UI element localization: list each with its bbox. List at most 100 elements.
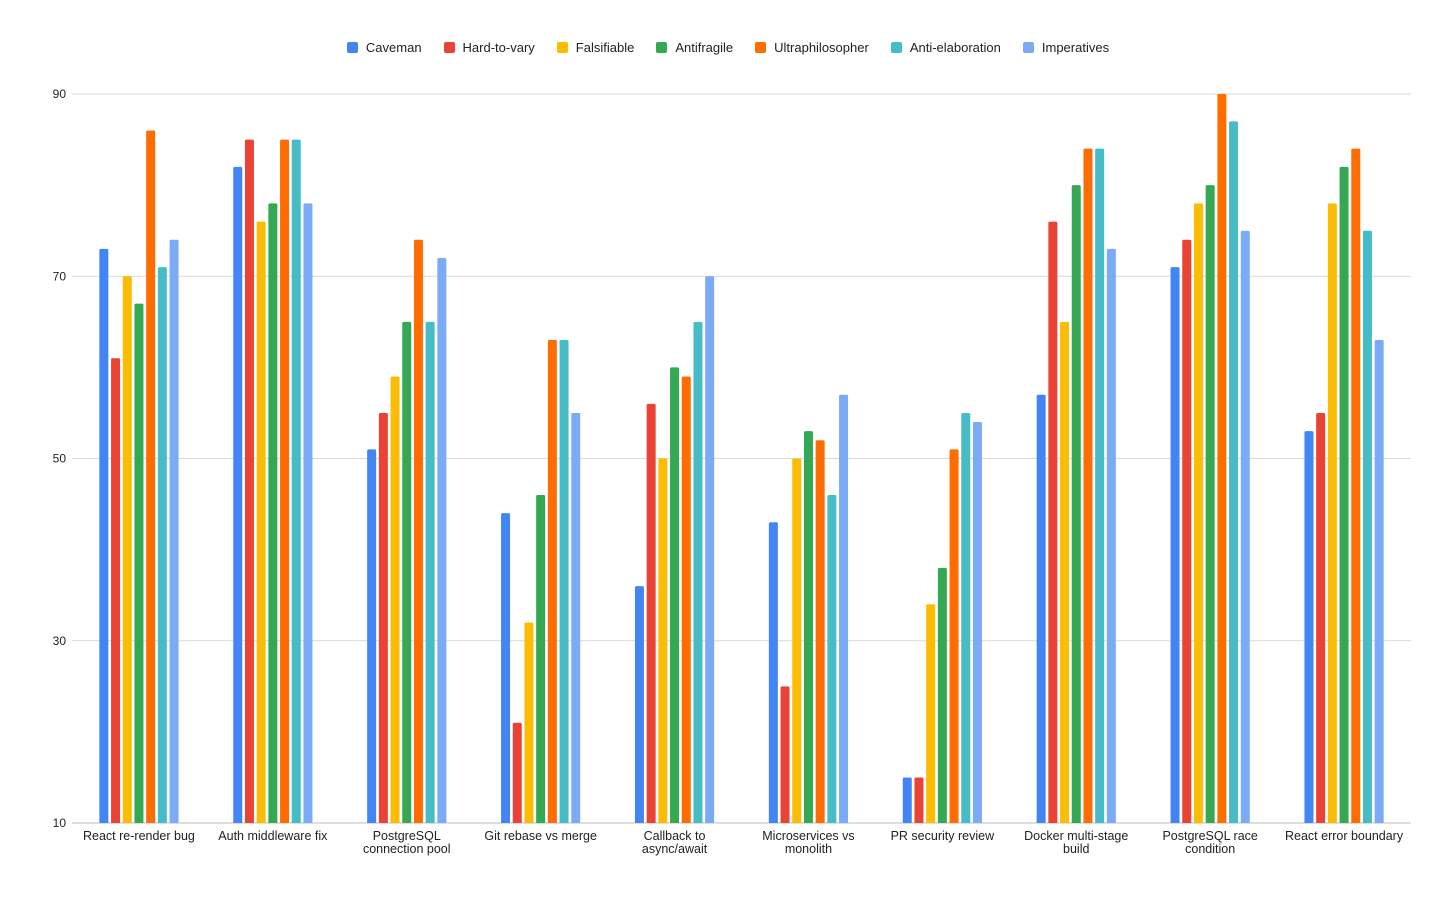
- bar: [1083, 148, 1093, 824]
- bar: [1229, 121, 1239, 823]
- legend-swatch: [755, 42, 767, 53]
- bar: [1327, 203, 1337, 824]
- x-tick-label-line: connection pool: [363, 842, 451, 856]
- bar: [949, 449, 959, 823]
- bar: [111, 358, 121, 823]
- bar: [1304, 431, 1314, 823]
- bar: [815, 440, 825, 823]
- bar: [1362, 230, 1372, 823]
- bar: [926, 604, 936, 823]
- bar: [559, 340, 569, 823]
- bar: [244, 139, 254, 823]
- legend-item: Antifragile: [656, 40, 733, 55]
- legend-label: Caveman: [365, 40, 422, 55]
- bar: [512, 722, 522, 823]
- bar: [902, 777, 912, 823]
- x-tick-label-line: PostgreSQL race: [1162, 829, 1257, 843]
- legend-item: Caveman: [346, 40, 422, 55]
- legend-label: Falsifiable: [575, 40, 635, 55]
- legend-label: Imperatives: [1041, 40, 1110, 55]
- bar: [280, 139, 290, 823]
- y-tick-label: 50: [53, 452, 67, 466]
- bar: [437, 258, 447, 823]
- bar: [937, 567, 947, 823]
- x-tick-label: Docker multi-stage build: [1024, 829, 1128, 856]
- x-tick-label-line: PostgreSQL: [373, 829, 441, 843]
- legend-swatch: [556, 42, 568, 53]
- bar: [972, 422, 982, 823]
- x-tick-label: Callback to async/await: [642, 829, 708, 856]
- bar: [961, 412, 971, 823]
- legend-item: Imperatives: [1022, 40, 1110, 55]
- legend-item: Hard-to-vary: [443, 40, 535, 55]
- bar: [268, 203, 278, 824]
- bar: [1351, 148, 1361, 824]
- legend-swatch: [346, 42, 358, 53]
- y-tick-label: 10: [53, 816, 67, 830]
- legend: Caveman Hard-to-vary Falsifiable Antifragil…: [0, 40, 1456, 55]
- bar: [827, 494, 837, 823]
- bar: [670, 367, 680, 823]
- legend-swatch: [1022, 42, 1034, 53]
- legend-item: Falsifiable: [556, 40, 635, 55]
- x-tick-label: React error boundary: [1285, 829, 1404, 843]
- bar: [390, 376, 400, 823]
- bar: [122, 276, 132, 823]
- legend-label: Antifragile: [675, 40, 734, 55]
- bar: [425, 321, 435, 823]
- bar: [146, 130, 156, 823]
- x-tick-label-line: React re-render bug: [83, 829, 195, 843]
- x-tick-label: PostgreSQL connection pool: [363, 829, 451, 856]
- bar: [803, 431, 813, 823]
- legend-swatch: [656, 42, 668, 53]
- bar: [1048, 221, 1058, 823]
- bar: [99, 248, 109, 824]
- y-tick-label: 30: [53, 634, 67, 648]
- bar: [157, 267, 167, 823]
- bar: [1316, 412, 1326, 823]
- bar: [1071, 185, 1081, 823]
- bar: [571, 412, 581, 823]
- bar: [524, 622, 534, 823]
- bar: [233, 166, 243, 823]
- x-tick-label: Auth middleware fix: [218, 829, 328, 843]
- bar: [256, 221, 266, 823]
- bar: [1095, 148, 1105, 824]
- bar: [658, 458, 668, 823]
- bar: [303, 203, 313, 824]
- x-tick-label-line: Callback to: [644, 829, 706, 843]
- bar: [646, 403, 656, 823]
- bar: [536, 494, 546, 823]
- x-tick-label-line: React error boundary: [1285, 829, 1404, 843]
- bar: [792, 458, 802, 823]
- bar: [291, 139, 301, 823]
- bar: [1374, 340, 1384, 823]
- bar: [914, 777, 924, 823]
- legend-swatch: [890, 42, 902, 53]
- bar: [501, 513, 511, 823]
- bar: [705, 276, 715, 823]
- x-tick-label-line: Microservices vs: [762, 829, 854, 843]
- bar: [1193, 203, 1203, 824]
- bar: [1205, 185, 1215, 823]
- bar: [693, 321, 703, 823]
- bar: [547, 340, 557, 823]
- x-tick-label-line: Auth middleware fix: [218, 829, 328, 843]
- bar: [1170, 267, 1180, 823]
- bar: [768, 522, 778, 823]
- bar: [1106, 248, 1116, 824]
- bar: [378, 412, 388, 823]
- bar: [681, 376, 691, 823]
- bar: [780, 686, 790, 823]
- bar: [402, 321, 412, 823]
- legend-item: Ultraphilosopher: [755, 40, 869, 55]
- bar: [1036, 394, 1046, 823]
- x-tick-label-line: condition: [1185, 842, 1235, 856]
- y-tick-label: 90: [53, 87, 67, 101]
- bar: [367, 449, 377, 823]
- bar: [634, 586, 644, 823]
- bar: [413, 239, 423, 824]
- legend-label: Anti-elaboration: [909, 40, 1001, 55]
